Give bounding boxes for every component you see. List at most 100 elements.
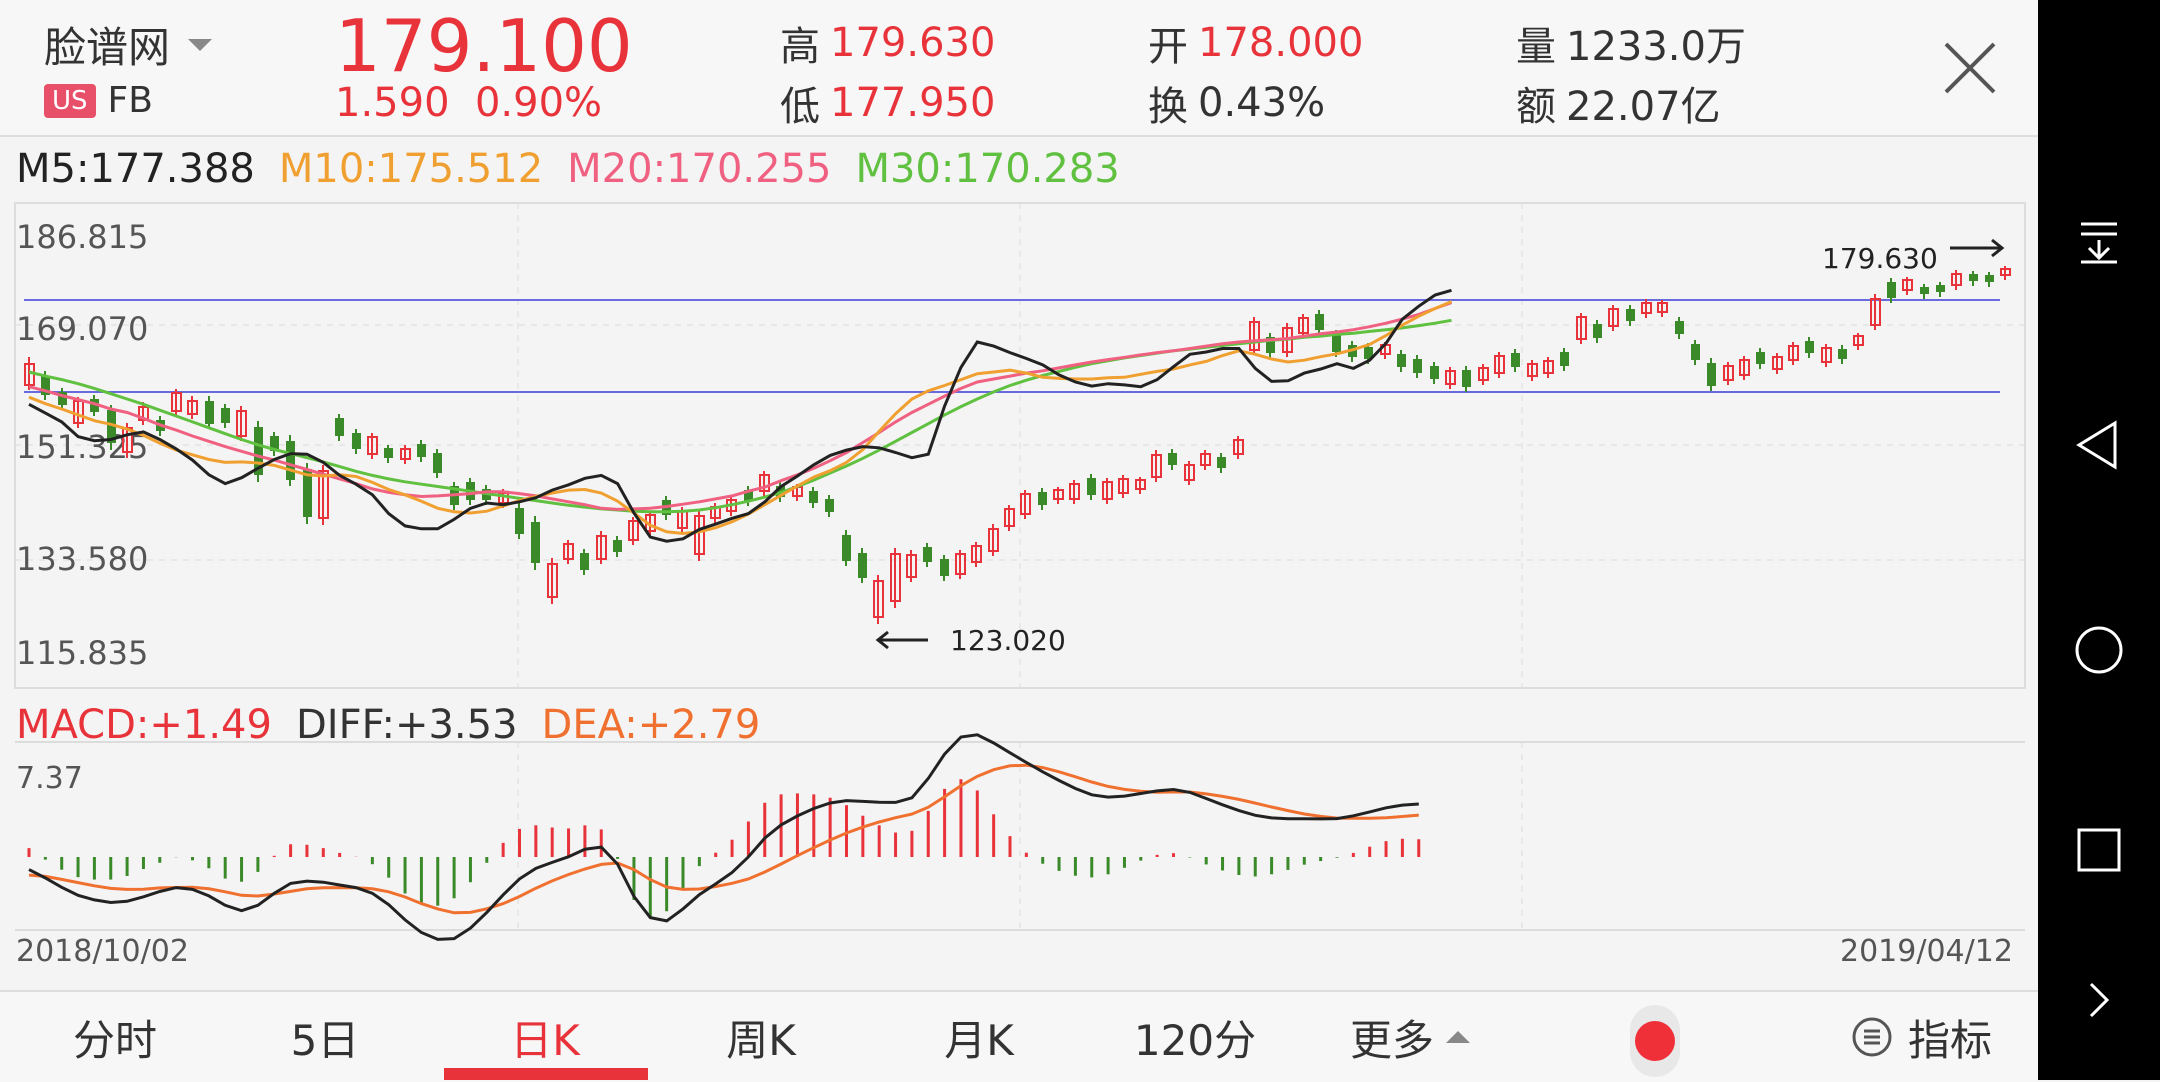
tab-daily-k[interactable]: 日K bbox=[510, 1015, 580, 1065]
candle bbox=[107, 405, 116, 450]
open-label: 开 bbox=[1148, 24, 1188, 70]
candle bbox=[1217, 453, 1226, 473]
candle bbox=[286, 435, 295, 486]
candle bbox=[531, 516, 540, 570]
candle bbox=[1853, 333, 1864, 350]
amount-stat: 额 22.07亿 bbox=[1516, 74, 1721, 132]
candle bbox=[1641, 299, 1652, 318]
candle bbox=[58, 388, 67, 410]
candle bbox=[221, 404, 230, 428]
ticker-symbol: FB bbox=[107, 80, 153, 121]
candle bbox=[1657, 300, 1668, 317]
ma5-label: M5:177.388 bbox=[16, 146, 255, 192]
candle bbox=[335, 414, 344, 441]
candle bbox=[825, 495, 834, 517]
turnover-label: 换 bbox=[1148, 84, 1188, 130]
candle bbox=[1887, 278, 1896, 303]
candle bbox=[923, 543, 932, 567]
candle bbox=[694, 510, 705, 561]
y-tick: 169.070 bbox=[16, 310, 148, 348]
candle bbox=[433, 449, 442, 478]
tab-5day[interactable]: 5日 bbox=[290, 1015, 360, 1065]
stock-name-dropdown[interactable]: 脸谱网 bbox=[44, 14, 213, 75]
candle bbox=[628, 517, 639, 545]
candle bbox=[1184, 461, 1195, 485]
indicator-button[interactable]: 指标 bbox=[1820, 992, 2020, 1082]
expand-nav-button[interactable] bbox=[2038, 955, 2160, 1045]
open-value: 178.000 bbox=[1198, 20, 1364, 66]
candle bbox=[1626, 305, 1635, 326]
dea-line bbox=[28, 763, 1419, 915]
home-button[interactable] bbox=[2038, 605, 2160, 695]
close-icon[interactable] bbox=[1940, 38, 2000, 98]
amount-value: 22.07亿 bbox=[1566, 84, 1721, 130]
candle bbox=[1151, 450, 1162, 482]
candle bbox=[1739, 356, 1750, 380]
candle bbox=[1053, 487, 1064, 504]
candle bbox=[858, 548, 867, 583]
back-triangle-icon bbox=[2076, 420, 2117, 470]
candle bbox=[90, 395, 99, 416]
candle bbox=[1936, 282, 1945, 297]
candle bbox=[1608, 305, 1619, 331]
candle bbox=[596, 531, 607, 564]
macd-value: MACD:+1.49 bbox=[16, 702, 272, 748]
macd-legend: MACD:+1.49 DIFF:+3.53 DEA:+2.79 bbox=[16, 702, 760, 748]
tab-monthly-k[interactable]: 月K bbox=[944, 1015, 1014, 1065]
candle bbox=[1135, 477, 1146, 494]
volume-value: 1233.0万 bbox=[1566, 24, 1746, 70]
y-tick: 133.580 bbox=[16, 540, 148, 578]
candle bbox=[1233, 436, 1244, 459]
tab-weekly-k[interactable]: 周K bbox=[726, 1015, 796, 1065]
dropdown-caret-icon bbox=[188, 38, 213, 51]
tab-120min[interactable]: 120分 bbox=[1133, 1015, 1257, 1065]
candle bbox=[1038, 488, 1047, 510]
tab-more-label: 更多 bbox=[1349, 1015, 1434, 1065]
tab-timeshare[interactable]: 分时 bbox=[72, 1015, 157, 1065]
recents-button[interactable] bbox=[2038, 805, 2160, 895]
high-value: 179.630 bbox=[830, 20, 996, 66]
ma-legend: M5:177.388 M10:175.512 M20:170.255 M30:1… bbox=[16, 146, 1120, 192]
high-label: 高 bbox=[780, 24, 820, 70]
candle bbox=[1494, 352, 1505, 378]
quote-header: 脸谱网 US FB 179.100 1.590 0.90% 高 179.630 … bbox=[0, 0, 2038, 137]
candle bbox=[1266, 333, 1275, 358]
open-stat: 开 178.000 bbox=[1148, 14, 1363, 72]
chevron-right-icon bbox=[2089, 982, 2110, 1018]
candle bbox=[1543, 357, 1554, 378]
record-button[interactable] bbox=[1600, 992, 1710, 1082]
candle bbox=[1821, 344, 1832, 367]
candle bbox=[1118, 475, 1129, 498]
candle bbox=[1805, 337, 1814, 358]
market-badge: US bbox=[44, 83, 96, 118]
candle bbox=[1020, 490, 1031, 519]
candle bbox=[1511, 349, 1520, 372]
max-price-label: 179.630 bbox=[1822, 242, 1938, 275]
candle bbox=[187, 396, 198, 419]
change-value: 1.590 bbox=[335, 80, 450, 126]
candle bbox=[367, 433, 378, 459]
candle bbox=[1675, 317, 1684, 339]
android-nav-bar bbox=[2038, 0, 2160, 1080]
candle bbox=[1902, 277, 1913, 295]
ma5-line bbox=[28, 288, 1452, 543]
ma20-line bbox=[28, 301, 1453, 511]
low-label: 低 bbox=[780, 84, 820, 130]
candle bbox=[613, 536, 622, 557]
candle bbox=[547, 558, 558, 604]
tab-more[interactable]: 更多 bbox=[1320, 992, 1500, 1082]
macd-histogram bbox=[27, 779, 1421, 918]
dea-value: DEA:+2.79 bbox=[541, 702, 761, 748]
candle bbox=[873, 575, 884, 624]
kline-chart[interactable]: 186.815 169.070 151.325 133.580 115.835 bbox=[0, 0, 2038, 990]
candle bbox=[842, 530, 851, 566]
notification-pull-button[interactable] bbox=[2038, 195, 2160, 285]
start-date: 2018/10/02 bbox=[16, 934, 189, 969]
back-button[interactable] bbox=[2038, 400, 2160, 490]
last-price: 179.100 bbox=[335, 4, 633, 88]
refresh-indicator-icon bbox=[1852, 1017, 1892, 1057]
y-tick: 115.835 bbox=[16, 634, 148, 672]
candle bbox=[759, 471, 770, 496]
candle bbox=[1249, 317, 1260, 355]
high-stat: 高 179.630 bbox=[780, 14, 995, 72]
